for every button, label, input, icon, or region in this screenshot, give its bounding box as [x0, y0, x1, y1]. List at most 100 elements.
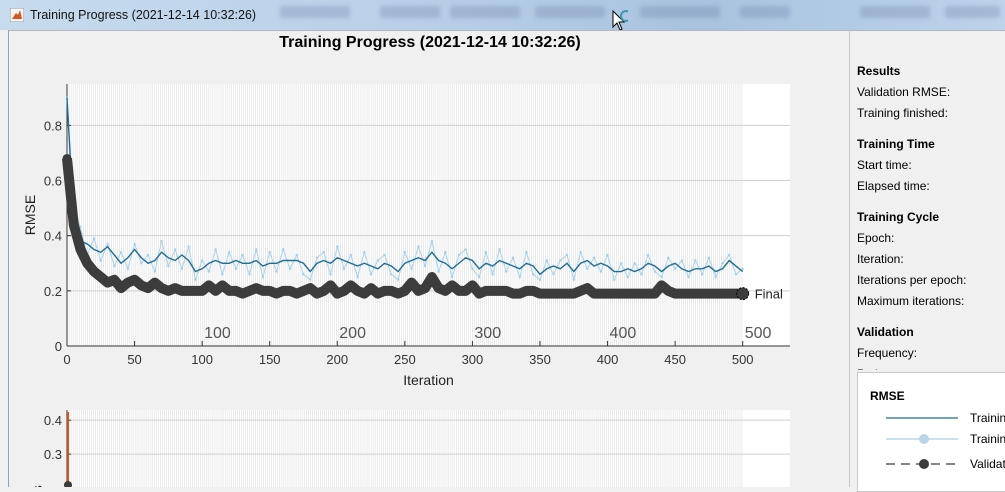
validation-point	[184, 286, 194, 296]
raw-training-point	[532, 273, 535, 276]
raw-training-point	[707, 256, 711, 259]
validation-point	[690, 289, 700, 299]
validation-point	[96, 272, 106, 282]
validation-point	[677, 289, 687, 299]
raw-training-point	[694, 259, 697, 262]
raw-training-point	[646, 253, 650, 257]
raw-training-point	[484, 251, 488, 254]
y-tick-label: 0.2	[44, 284, 62, 299]
raw-training-point	[241, 253, 244, 257]
validation-point	[447, 280, 457, 290]
validation-point	[170, 283, 180, 293]
validation-point	[116, 283, 126, 293]
raw-training-point	[336, 245, 339, 248]
raw-training-point	[714, 275, 717, 279]
legend-title: RMSE	[870, 389, 905, 403]
raw-training-point	[92, 237, 96, 240]
raw-training-point	[552, 273, 555, 276]
epoch-label: 500	[745, 325, 772, 342]
validation-point	[684, 289, 694, 299]
info-row-label: Training finished:	[857, 106, 948, 120]
raw-training-point	[113, 264, 116, 268]
validation-point	[312, 289, 322, 299]
raw-training-point	[505, 270, 508, 273]
raw-training-point	[227, 251, 231, 254]
validation-point	[109, 275, 119, 285]
legend-label-smoothed: Trainin	[970, 411, 1005, 425]
raw-training-point	[140, 262, 143, 265]
validation-point	[420, 283, 430, 293]
validation-point	[643, 289, 653, 299]
window-titlebar[interactable]: Training Progress (2021-12-14 10:32:26)	[0, 0, 1005, 31]
section-heading: Validation	[857, 325, 914, 339]
raw-training-point	[423, 264, 427, 268]
legend: RMSE Trainin Trainin Validat	[857, 372, 1005, 492]
section-heading: Results	[857, 64, 901, 78]
validation-point	[238, 289, 248, 299]
validation-point	[285, 286, 295, 296]
validation-point	[339, 286, 349, 296]
panel-divider[interactable]	[849, 30, 850, 487]
validation-point	[562, 289, 572, 299]
raw-training-point	[342, 267, 346, 270]
raw-training-point	[214, 248, 217, 251]
validation-point	[549, 289, 559, 299]
validation-point	[454, 286, 464, 296]
validation-point	[366, 283, 376, 293]
legend-swatches	[886, 417, 958, 469]
validation-point	[76, 244, 86, 254]
validation-point	[211, 286, 221, 296]
raw-training-point	[356, 275, 359, 279]
validation-point	[332, 289, 342, 299]
validation-point	[704, 289, 714, 299]
raw-training-point	[565, 253, 569, 257]
validation-point	[427, 272, 437, 282]
info-row-label: Validation RMSE:	[857, 85, 951, 99]
y-tick-label: 0.6	[44, 174, 62, 189]
validation-point	[82, 258, 92, 268]
section-heading: Training Time	[857, 137, 935, 151]
raw-training-point	[498, 248, 501, 251]
raw-training-point	[633, 262, 636, 265]
loss-plot-area	[67, 410, 790, 487]
validation-point	[596, 289, 606, 299]
background-blur	[535, 6, 605, 18]
validation-point	[636, 289, 646, 299]
validation-point	[292, 289, 302, 299]
raw-training-point	[518, 275, 521, 279]
raw-training-point	[79, 226, 82, 229]
x-tick-label: 0	[63, 352, 70, 367]
raw-training-point	[741, 267, 744, 270]
validation-point	[271, 289, 281, 299]
y-tick-label: 0	[55, 339, 62, 354]
epoch-label: 200	[339, 325, 366, 342]
validation-point	[265, 286, 275, 296]
raw-training-point	[99, 259, 102, 262]
y-tick-label: 0.8	[44, 118, 62, 133]
legend-label-validation: Validat	[970, 457, 1005, 471]
raw-training-point	[437, 270, 440, 273]
raw-training-point	[133, 242, 136, 246]
info-row-label: Elapsed time:	[857, 179, 930, 193]
validation-point	[163, 286, 173, 296]
raw-training-point	[417, 245, 420, 248]
validation-point	[177, 286, 187, 296]
validation-point	[386, 286, 396, 296]
validation-point	[319, 286, 329, 296]
raw-training-point	[471, 267, 474, 270]
raw-training-point	[653, 270, 657, 273]
rmse-plot: 0 0.2 0.4 0.6 0.8 0 50 100 150 200 250 300 350 400 450…	[22, 84, 790, 487]
validation-point	[157, 283, 167, 293]
y-axis-label: RMSE	[22, 195, 38, 235]
raw-training-point	[309, 278, 312, 282]
validation-point	[488, 286, 498, 296]
raw-training-point	[282, 248, 285, 251]
raw-training-point	[106, 242, 109, 246]
raw-training-point	[173, 248, 177, 251]
raw-training-point	[606, 253, 609, 257]
validation-point	[123, 278, 133, 288]
section-heading: Training Cycle	[857, 210, 940, 224]
raw-training-point	[727, 253, 731, 257]
raw-training-point	[376, 259, 380, 262]
background-blur	[380, 6, 440, 18]
